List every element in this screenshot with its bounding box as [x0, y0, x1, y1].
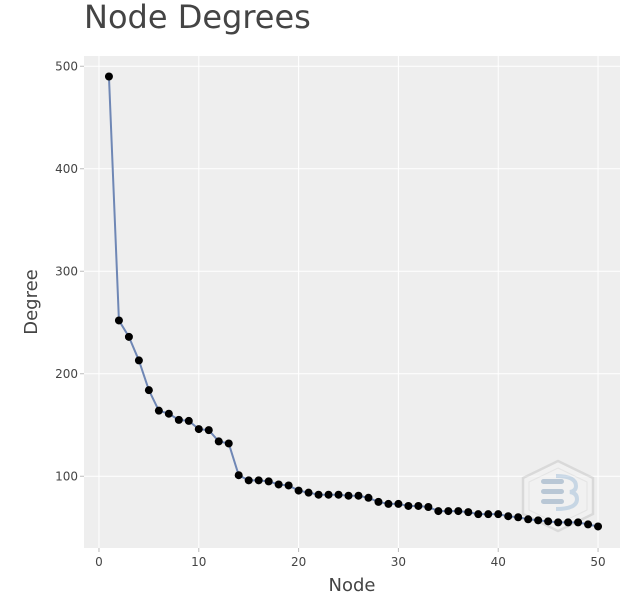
data-point [104, 72, 113, 81]
data-point [554, 518, 563, 527]
data-point [234, 471, 243, 480]
data-point [374, 497, 383, 506]
grid-lines [84, 56, 620, 548]
y-tick-label: 400 [55, 162, 78, 176]
data-point [184, 416, 193, 425]
x-tick-label: 20 [291, 555, 306, 569]
data-point [394, 499, 403, 508]
data-point [354, 491, 363, 500]
data-point [534, 516, 543, 525]
x-axis-title: Node [329, 575, 376, 596]
data-point [514, 513, 523, 522]
data-point [154, 406, 163, 415]
data-point [274, 480, 283, 489]
x-tick-label: 40 [491, 555, 506, 569]
x-tick-label: 30 [391, 555, 406, 569]
data-point [204, 426, 213, 435]
data-point [594, 522, 603, 531]
data-point [254, 476, 263, 485]
data-point [114, 316, 123, 325]
data-point [134, 356, 143, 365]
data-point [144, 386, 153, 395]
data-point [314, 490, 323, 499]
data-point [334, 490, 343, 499]
data-point [474, 510, 483, 519]
data-point [404, 501, 413, 510]
data-point [244, 476, 253, 485]
data-point [454, 507, 463, 516]
y-axis-title: Degree [21, 269, 42, 335]
data-point [264, 477, 273, 486]
data-point [384, 499, 393, 508]
data-point [574, 518, 583, 527]
degree-series-points [104, 72, 603, 531]
data-point [464, 508, 473, 517]
data-point [504, 512, 513, 521]
data-point [414, 501, 423, 510]
data-point [364, 493, 373, 502]
chart-title: Node Degrees [84, 0, 311, 36]
y-tick-label: 500 [55, 59, 78, 73]
hexagon-logo-icon [521, 459, 595, 533]
data-point [174, 415, 183, 424]
x-axis-tick-labels: 0 10 20 30 40 50 [95, 555, 606, 569]
data-point [194, 425, 203, 434]
data-point [424, 503, 433, 511]
data-point [494, 510, 503, 519]
data-point [444, 507, 453, 516]
data-point [584, 520, 593, 529]
y-axis-tick-labels: 100 200 300 400 500 [55, 59, 78, 483]
data-point [434, 507, 443, 516]
data-point [564, 518, 573, 527]
data-point [294, 486, 303, 495]
data-point [224, 439, 233, 448]
data-point [284, 481, 293, 490]
data-point [304, 488, 313, 497]
x-tick-label: 10 [191, 555, 206, 569]
tick-marks [80, 65, 599, 552]
data-point [124, 332, 133, 341]
data-point [164, 409, 173, 418]
data-point [344, 491, 353, 500]
x-tick-label: 50 [590, 555, 605, 569]
x-tick-label: 0 [95, 555, 103, 569]
data-point [524, 515, 533, 524]
y-tick-label: 300 [55, 264, 78, 278]
data-point [544, 517, 553, 526]
y-tick-label: 200 [55, 367, 78, 381]
data-point [484, 510, 493, 519]
data-point [324, 490, 333, 499]
plot-area [84, 56, 620, 548]
y-tick-label: 100 [55, 469, 78, 483]
data-point [214, 437, 223, 446]
